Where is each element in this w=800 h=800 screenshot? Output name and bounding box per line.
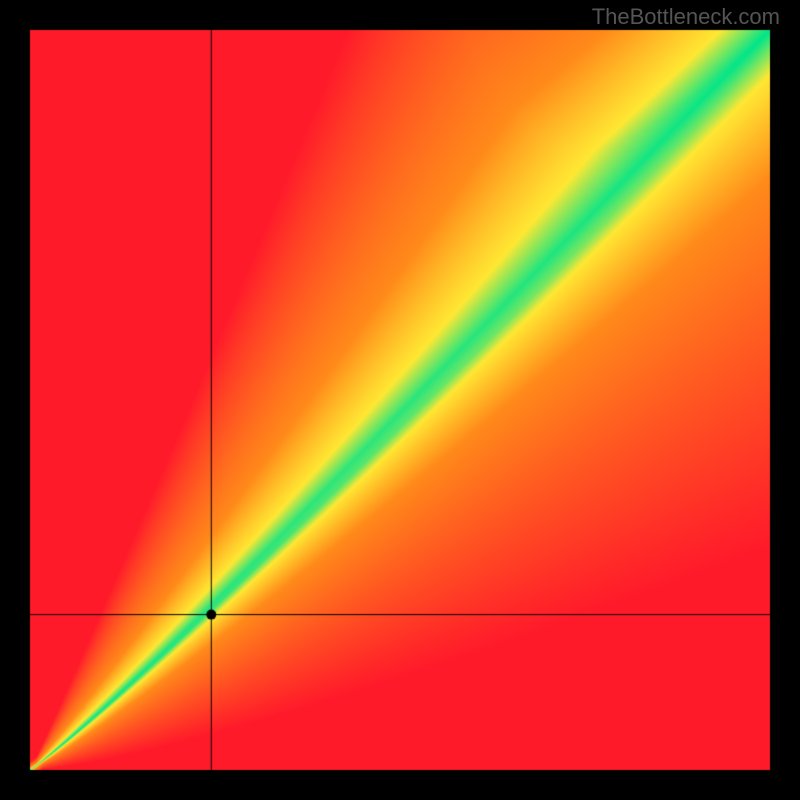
watermark-label: TheBottleneck.com	[592, 4, 780, 30]
chart-container: TheBottleneck.com	[0, 0, 800, 800]
bottleneck-heatmap	[0, 0, 800, 800]
